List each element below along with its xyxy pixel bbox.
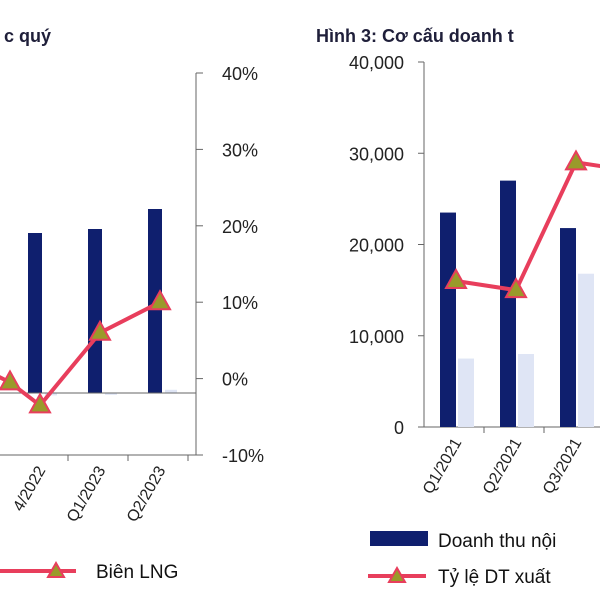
legend-label-ty-le: Tỷ lệ DT xuất: [438, 567, 551, 588]
bar-doanh-thu-noi: [560, 228, 576, 427]
line-ty-le-dt-xuat: [455, 160, 600, 293]
line-marker: [148, 289, 172, 311]
right-chart: Hình 3: Cơ cấu doanh t 40,000 30,000 20,00…: [316, 26, 600, 588]
right-chart-title: Hình 3: Cơ cấu doanh t: [316, 26, 514, 46]
bar-secondary: [105, 392, 117, 395]
legend-triangle-marker: [46, 560, 66, 578]
x-tick-label: Q2/2023: [124, 463, 169, 525]
x-tick-label: Q1/2021: [420, 435, 465, 497]
bar-secondary: [578, 273, 594, 427]
line-marker: [504, 277, 528, 299]
left-x-axis: [0, 454, 196, 461]
right-axis-tick-label: 40%: [222, 64, 258, 84]
y-tick-label: 20,000: [349, 236, 404, 256]
x-tick-label: 4/2022: [10, 463, 49, 514]
bar-primary: [88, 229, 102, 393]
left-legend: Biên LNG: [0, 560, 178, 583]
right-bars: [440, 180, 594, 427]
bar-primary: [28, 233, 42, 393]
legend-bar-swatch: [370, 531, 428, 546]
right-line-series: [444, 149, 600, 299]
left-chart: c quý 40% 30% 20% 10% 0% -10% 4/2022 Q1/2023 Q2…: [0, 26, 264, 583]
bar-secondary: [165, 389, 177, 393]
line-marker: [28, 392, 52, 414]
bar-secondary: [518, 354, 534, 427]
right-axis-tick-label: 30%: [222, 140, 258, 160]
right-legend: Doanh thu nội Tỷ lệ DT xuất: [368, 531, 556, 588]
bar-doanh-thu-noi: [500, 180, 516, 427]
right-axis-tick-label: 0%: [222, 370, 248, 390]
line-marker: [88, 319, 112, 341]
left-chart-title: c quý: [4, 26, 51, 46]
bar-doanh-thu-noi: [440, 212, 456, 427]
left-x-tick-labels: 4/2022 Q1/2023 Q2/2023: [10, 463, 169, 525]
y-tick-label: 0: [394, 418, 404, 438]
y-tick-label: 40,000: [349, 53, 404, 73]
right-axis-tick-label: -10%: [222, 446, 264, 466]
x-tick-label: Q1/2023: [64, 463, 109, 525]
right-y-axis-ticks: 40,000 30,000 20,000 10,000 0: [349, 53, 545, 438]
line-marker: [444, 267, 468, 289]
right-axis-tick-label: 10%: [222, 293, 258, 313]
line-bien-lng: [0, 300, 161, 408]
line-marker: [0, 369, 22, 391]
x-tick-label: Q2/2021: [480, 435, 525, 497]
x-tick-label: Q3/2021: [540, 435, 585, 497]
legend-label-bien-lng: Biên LNG: [96, 562, 178, 583]
legend-label-doanh-thu: Doanh thu nội: [438, 531, 556, 552]
bar-secondary: [458, 358, 474, 427]
y-tick-label: 30,000: [349, 144, 404, 164]
legend-triangle-marker-right: [387, 565, 407, 583]
line-marker: [564, 149, 588, 171]
left-line-series: [0, 289, 172, 414]
y-tick-label: 10,000: [349, 327, 404, 347]
left-right-axis-ticks: 40% 30% 20% 10% 0% -10%: [196, 64, 264, 466]
right-axis-tick-label: 20%: [222, 217, 258, 237]
